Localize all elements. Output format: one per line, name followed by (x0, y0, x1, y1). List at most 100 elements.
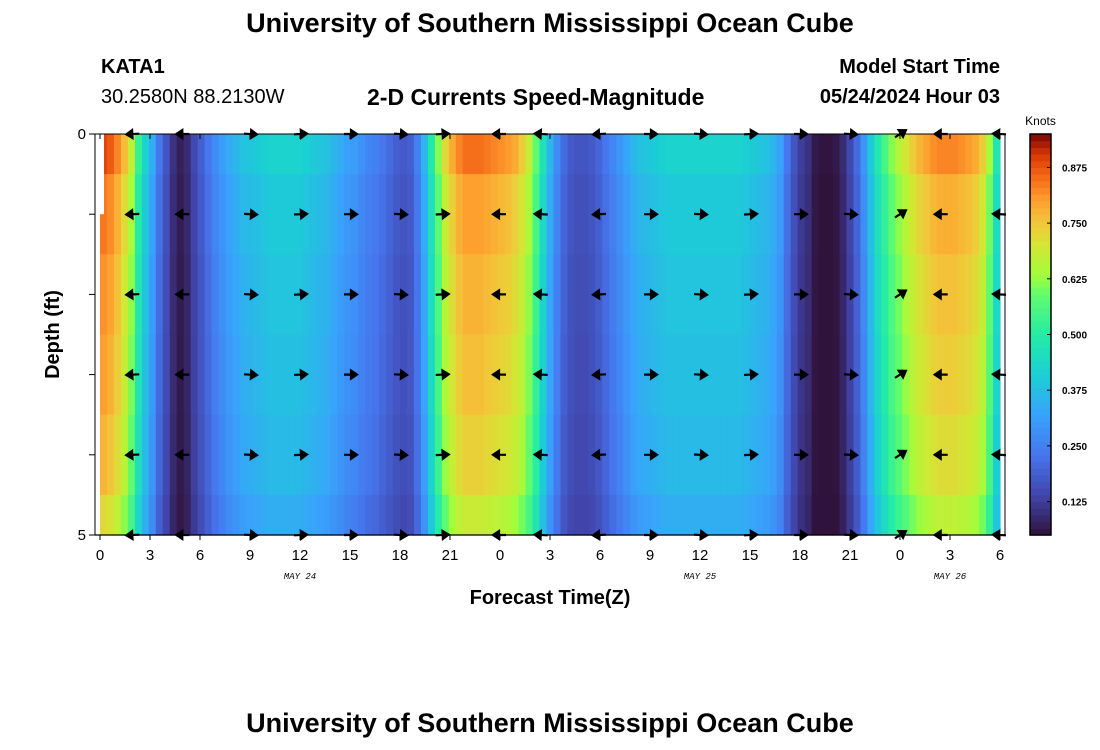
heatmap-cell (427, 494, 436, 536)
heatmap-cell (986, 494, 994, 536)
colorbar-segment (1030, 307, 1051, 316)
heatmap-cell (469, 254, 478, 336)
heatmap-cell (358, 414, 366, 496)
heatmap-cell (539, 494, 548, 536)
colorbar-segment (1030, 227, 1051, 235)
colorbar-segment (1030, 207, 1051, 215)
heatmap-cell (532, 494, 541, 536)
heatmap-cell (665, 334, 673, 416)
heatmap-cell (434, 494, 443, 536)
heatmap-cell (546, 334, 555, 416)
heatmap-cell (365, 414, 373, 496)
current-arrow (124, 448, 140, 461)
current-arrow (174, 288, 190, 301)
heatmap-cell (337, 174, 345, 255)
colorbar: 0.125 0.250 0.375 0.500 0.625 0.750 0.875 (1029, 133, 1087, 536)
heatmap-cell (309, 174, 317, 255)
heatmap-cell (225, 334, 234, 416)
current-arrow (932, 288, 948, 301)
heatmap-cell (727, 174, 736, 255)
heatmap-cell (965, 414, 973, 496)
heatmap-cell (825, 254, 834, 336)
current-arrow (393, 368, 409, 381)
heatmap-cell (462, 414, 471, 496)
heatmap-cell (860, 494, 869, 536)
x-tick-label: 9 (246, 547, 254, 564)
heatmap-cell (462, 334, 471, 416)
current-arrow (344, 368, 359, 381)
heatmap-cell (588, 134, 596, 175)
heatmap-cell (413, 174, 422, 255)
heatmap-cell (832, 254, 841, 336)
x-tick-label: 15 (342, 547, 359, 564)
current-arrow (293, 368, 309, 381)
heatmap-cell (134, 134, 143, 175)
heatmap-cell (567, 494, 576, 536)
heatmap-cell (944, 494, 952, 536)
heatmap-cell (281, 494, 289, 536)
heatmap-cell (797, 134, 806, 175)
heatmap-cell (518, 174, 527, 255)
colorbar-segment (1030, 140, 1051, 148)
heatmap-cell (232, 414, 241, 496)
heatmap-cell (372, 494, 380, 536)
heatmap-cell (518, 254, 527, 336)
heatmap-cell (100, 174, 108, 255)
heatmap-cell (204, 134, 213, 175)
current-arrow (991, 368, 1007, 381)
heatmap-cell (358, 334, 366, 416)
heatmap-cell (379, 254, 387, 336)
heatmap-cell (379, 134, 387, 175)
colorbar-segment (1030, 481, 1051, 489)
heatmap-cell (972, 134, 980, 175)
current-arrow (843, 448, 859, 461)
heatmap-cell (323, 174, 331, 255)
heatmap-cell (762, 254, 771, 336)
chart-title: 2-D Currents Speed-Magnitude (367, 84, 705, 110)
heatmap-cell (183, 494, 192, 536)
heatmap-cell (372, 134, 380, 175)
heatmap-cell (483, 134, 492, 175)
heatmap-cell (630, 134, 638, 175)
heatmap-cell (832, 134, 841, 175)
current-arrow (591, 208, 607, 221)
heatmap-cell (260, 334, 269, 416)
heatmap-cell (734, 334, 743, 416)
heatmap-cell (504, 174, 513, 255)
heatmap-cell (455, 334, 464, 416)
heatmap-cell (176, 134, 185, 175)
heatmap-cell (309, 134, 317, 175)
heatmap-cell (393, 494, 401, 536)
heatmap-cell (972, 414, 980, 496)
heatmap-cell (944, 254, 952, 336)
colorbar-segment (1030, 240, 1051, 249)
heatmap-cell (734, 494, 743, 536)
colorbar-segment (1030, 408, 1051, 416)
heatmap-cell (169, 494, 178, 536)
heatmap-cell (379, 334, 387, 416)
heatmap-cell (839, 174, 848, 255)
colorbar-segment (1030, 187, 1051, 195)
heatmap-cell (909, 414, 917, 496)
vector-arrows (124, 127, 1007, 542)
heatmap-cell (260, 254, 269, 336)
colorbar-segment (1030, 281, 1051, 289)
heatmap-cell (958, 254, 966, 336)
heatmap-cell (106, 494, 115, 536)
colorbar-segment (1030, 321, 1051, 329)
current-arrow (293, 208, 309, 221)
heatmap-cell (141, 174, 150, 255)
heatmap-cell (651, 494, 659, 536)
heatmap-cell (330, 254, 338, 336)
heatmap-cell (120, 494, 129, 536)
heatmap (100, 134, 1001, 536)
heatmap-cell (804, 134, 813, 175)
heatmap-cell (825, 174, 834, 255)
heatmap-cell (755, 414, 764, 496)
heatmap-cell (316, 174, 324, 255)
heatmap-cell (455, 134, 464, 175)
heatmap-cell (776, 134, 785, 175)
heatmap-cell (616, 414, 624, 496)
heatmap-cell (727, 254, 736, 336)
heatmap-cell (141, 494, 150, 536)
